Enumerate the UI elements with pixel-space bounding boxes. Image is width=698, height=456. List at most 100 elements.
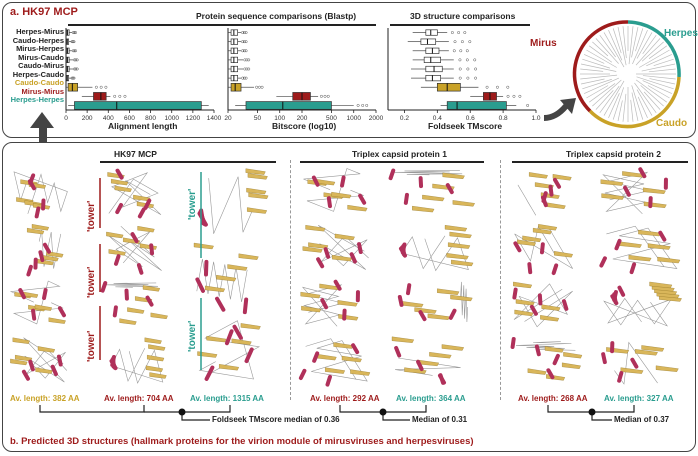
row-label: Mirus-Caudo [18, 52, 64, 62]
tree-branch [642, 80, 672, 94]
structure-model [302, 224, 369, 270]
structure-model [109, 337, 167, 384]
outlier-point [72, 31, 76, 35]
structure-model [303, 168, 368, 212]
tree-branch [635, 38, 661, 66]
tree-branch [592, 41, 609, 57]
structure-model [391, 336, 464, 385]
group-rule-triplex1 [300, 161, 484, 163]
row-label: Herpes-Caudo [12, 69, 64, 79]
tree-branch [622, 93, 627, 122]
outlier-point [74, 58, 78, 62]
x-tick-label: 50 [254, 115, 262, 122]
tree-branch [649, 78, 676, 85]
outlier-point [247, 58, 251, 62]
box [436, 82, 461, 92]
tree-branch [599, 85, 620, 114]
box [245, 101, 332, 110]
structure-section-rule [390, 24, 530, 26]
outlier-point [74, 49, 78, 53]
avg-length-label: Av. length: 364 AA [396, 394, 466, 403]
tree-branch [636, 89, 653, 116]
tree-branch [582, 78, 612, 90]
box [420, 38, 437, 45]
separator-2 [500, 160, 501, 400]
outlier-point [458, 58, 462, 62]
median-note: Median of 0.31 [412, 415, 468, 424]
outlier-point [74, 31, 78, 35]
tree-branch [612, 28, 622, 54]
outlier-point [453, 40, 457, 44]
outlier-point [247, 67, 251, 71]
outlier-point [356, 103, 360, 107]
tree-branch [622, 26, 627, 59]
structure-model [600, 167, 668, 215]
group-title-triplex2: Triplex capsid protein 2 [566, 149, 661, 159]
outlier-point [118, 94, 122, 98]
row-label: Mirus-Mirus [21, 86, 64, 96]
x-tick-label: 1400 [207, 115, 222, 122]
circular-phylogenetic-tree [572, 20, 681, 129]
group-title-triplex1: Triplex capsid protein 1 [352, 149, 447, 159]
x-tick-label: 100 [274, 115, 285, 122]
xlabel-bitscore: Bitscore (log10) [272, 121, 337, 131]
outlier-point [70, 40, 74, 44]
tree-branch [635, 28, 644, 52]
outlier-point [72, 76, 76, 80]
outlier-point [458, 67, 462, 71]
tree-branch [641, 63, 676, 72]
x-tick-label: 1000 [346, 115, 361, 122]
box [74, 101, 202, 110]
tree-branch [632, 30, 648, 65]
tree-branch [653, 58, 674, 66]
tree-branch [617, 100, 623, 122]
median-note: Foldseek TMscore median of 0.36 [212, 415, 340, 424]
outlier-point [104, 85, 108, 89]
outlier-point [518, 94, 522, 98]
tree-branch [608, 93, 620, 118]
structure-model [388, 168, 475, 213]
outlier-point [243, 67, 247, 71]
outlier-point [361, 103, 365, 107]
outlier-point [71, 76, 75, 80]
group-rule-hk97 [100, 161, 276, 163]
tree-branch [639, 49, 670, 68]
outlier-point [465, 58, 469, 62]
xlabel-tmscore: Foldseek TMscore [428, 121, 503, 131]
tree-branch [580, 78, 605, 85]
outlier-point [244, 76, 248, 80]
tree-branch [646, 54, 672, 67]
tree-branch [603, 32, 625, 68]
row-label: Herpes-Herpes [10, 95, 64, 104]
structure-model [298, 338, 371, 387]
tree-branch [586, 49, 617, 68]
x-tick-label: 0.2 [400, 115, 409, 122]
outlier-point [72, 49, 76, 53]
outlier-point [255, 85, 259, 89]
outlier-point [466, 76, 470, 80]
structure-model [10, 337, 68, 383]
outlier-point [244, 31, 248, 35]
separator-1 [290, 160, 291, 400]
tree-branch [588, 83, 616, 103]
box [423, 56, 441, 63]
tree-branch [599, 34, 616, 58]
x-tick-label: 200 [82, 115, 93, 122]
structure-model [197, 168, 269, 234]
x-tick-label: 800 [145, 115, 156, 122]
protein-section-title: Protein sequence comparisons (Blastp) [196, 11, 357, 21]
tree-branch [642, 75, 676, 80]
tree-branch [580, 63, 617, 72]
x-tick-label: 0.8 [499, 115, 508, 122]
outlier-point [243, 58, 247, 62]
tree-branch [642, 34, 657, 54]
structure-model [9, 280, 66, 325]
outlier-point [468, 40, 472, 44]
structure-model [601, 341, 679, 385]
group-title-hk97: HK97 MCP [114, 149, 157, 159]
outlier-point [319, 94, 323, 98]
outlier-point [73, 58, 76, 62]
structure-model [197, 320, 261, 381]
outlier-point [323, 94, 327, 98]
